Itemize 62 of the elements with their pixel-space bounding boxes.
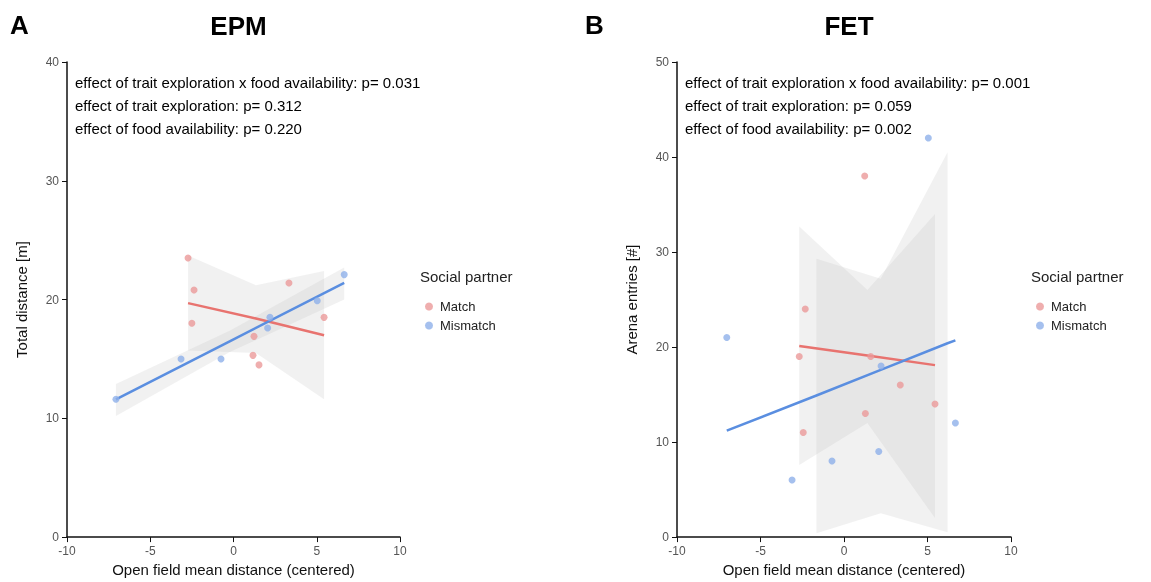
x-tick-label: -10: [58, 544, 76, 559]
y-tick-label: 10: [655, 435, 670, 450]
y-axis-title: Arena entries [#]: [623, 244, 640, 355]
point: [112, 395, 120, 403]
point: [313, 297, 321, 305]
point: [795, 353, 803, 361]
x-axis-title: Open field mean distance (centered): [112, 561, 355, 578]
y-tick-label: 0: [662, 530, 670, 545]
legend-label: Match: [440, 299, 476, 314]
chart-title: EPM: [210, 11, 267, 41]
y-tick-label: 10: [45, 411, 60, 426]
x-tick-label: 10: [1004, 544, 1018, 559]
x-tick-label: -5: [144, 544, 156, 559]
chart-title: FET: [824, 11, 874, 41]
legend-label: Match: [1051, 299, 1087, 314]
x-axis-title: Open field mean distance (centered): [722, 561, 966, 578]
point: [924, 134, 932, 142]
x-tick-label: 0: [840, 544, 848, 559]
point: [340, 271, 348, 279]
point: [250, 332, 258, 340]
point: [799, 429, 807, 437]
y-tick-label: 40: [655, 150, 670, 165]
x-tick-label: -5: [755, 544, 767, 559]
y-tick-label: 20: [655, 340, 670, 355]
legend-title: Social partner: [1031, 268, 1124, 285]
y-tick-label: 0: [52, 530, 60, 545]
legend-title: Social partner: [420, 268, 513, 285]
x-tick-label: 5: [313, 544, 321, 559]
x-tick-label: 10: [393, 544, 407, 559]
annotation: effect of trait exploration: p= 0.059: [685, 97, 912, 114]
point: [801, 305, 809, 313]
point: [266, 313, 274, 321]
x-tick-label: 5: [924, 544, 932, 559]
point: [249, 351, 257, 359]
x-tick-label: -10: [668, 544, 686, 559]
annotation: effect of trait exploration x food availability: p= 0.001: [685, 74, 1031, 91]
point: [264, 324, 272, 332]
point: [861, 172, 869, 180]
point: [861, 410, 869, 418]
point: [320, 313, 328, 321]
text: B: [585, 10, 604, 40]
annotation: effect of trait exploration x food availability: p= 0.031: [75, 74, 421, 91]
y-tick-label: 20: [45, 292, 60, 307]
annotation: effect of trait exploration: p= 0.312: [75, 97, 302, 114]
line-series: [725, 339, 957, 432]
y-tick-label: 40: [45, 55, 60, 69]
legend-label: Mismatch: [440, 318, 496, 333]
point: [951, 419, 959, 427]
y-tick-label: 30: [655, 245, 670, 260]
y-axis-title: Total distance [m]: [13, 241, 30, 358]
point: [896, 381, 904, 389]
annotation: effect of food availability: p= 0.002: [685, 120, 912, 137]
point: [867, 353, 875, 361]
point: [723, 334, 731, 342]
y-tick-label: 50: [655, 55, 670, 69]
legend-label: Mismatch: [1051, 318, 1107, 333]
point: [875, 448, 883, 456]
y-tick-label: 30: [45, 173, 60, 188]
x-tick-label: 0: [230, 544, 238, 559]
annotation: effect of food availability: p= 0.220: [75, 120, 302, 137]
text: A: [10, 10, 29, 40]
point: [188, 319, 196, 327]
